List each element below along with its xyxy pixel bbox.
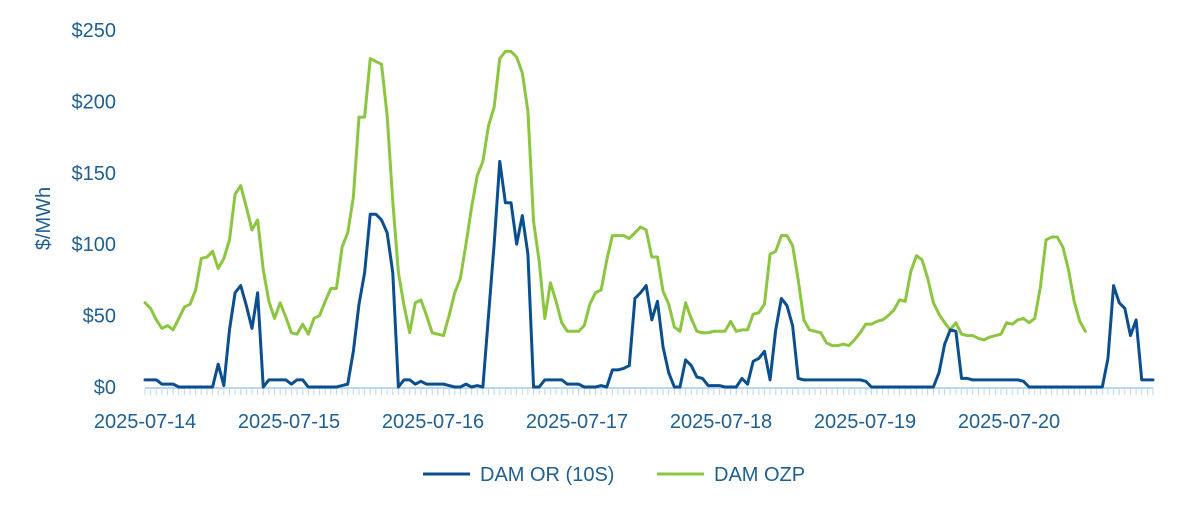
y-tick-label: $0 (94, 377, 116, 399)
x-tick-label: 2025-07-15 (238, 411, 340, 433)
x-tick-label: 2025-07-18 (670, 411, 772, 433)
y-tick-label: $150 (72, 163, 117, 185)
x-tick-label: 2025-07-17 (526, 411, 628, 433)
legend: DAM OR (10S) DAM OZP (423, 464, 805, 486)
y-tick-label: $250 (72, 20, 117, 42)
y-axis-label: $/MWh (33, 187, 55, 250)
y-tick-label: $100 (72, 234, 117, 256)
x-axis: 2025-07-14 2025-07-15 2025-07-16 2025-07-17… (94, 387, 1154, 433)
y-tick-label: $50 (83, 306, 116, 328)
legend-label-1: DAM OR (10S) (480, 464, 614, 486)
x-tick-label: 2025-07-20 (958, 411, 1060, 433)
x-tick-label: 2025-07-16 (382, 411, 484, 433)
series-line-1 (143, 159, 1155, 389)
y-tick-label: $200 (72, 91, 117, 113)
x-tick-label: 2025-07-14 (94, 411, 196, 433)
legend-label-2: DAM OZP (714, 464, 805, 486)
y-axis-ticks: $0 $50 $100 $150 $200 $250 (72, 20, 117, 399)
series-line-2 (143, 49, 1087, 348)
series-layer (143, 49, 1155, 389)
x-tick-label: 2025-07-19 (814, 411, 916, 433)
